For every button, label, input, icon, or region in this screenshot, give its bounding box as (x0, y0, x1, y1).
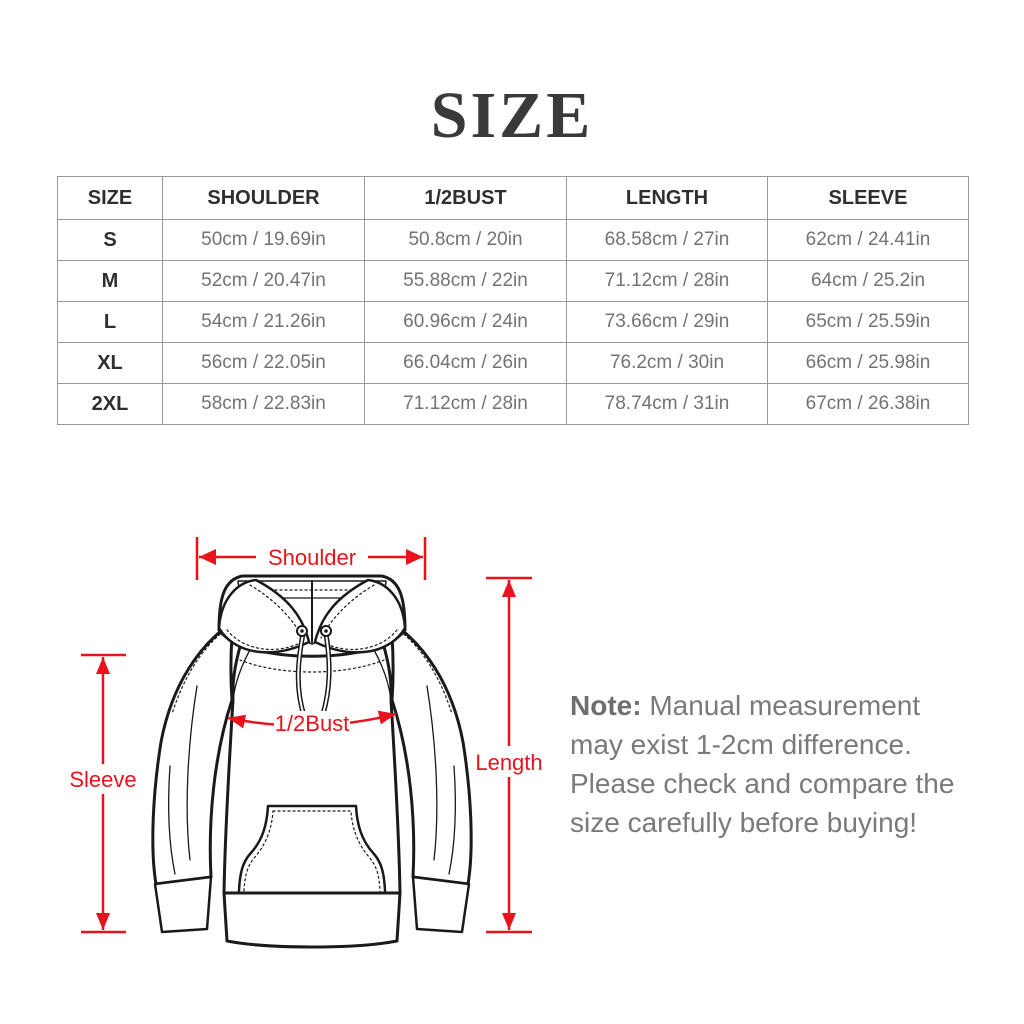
sleeve-annotation: Sleeve (69, 653, 137, 934)
left-sleeve (151, 620, 235, 886)
measurement-cell: 68.58cm / 27in (566, 219, 768, 261)
measurement-cell: 66.04cm / 26in (364, 342, 567, 384)
size-cell: 2XL (57, 383, 163, 425)
header-half-bust: 1/2BUST (364, 176, 567, 220)
sleeve-label: Sleeve (69, 767, 136, 792)
measurement-cell: 56cm / 22.05in (162, 342, 365, 384)
arrow-right-icon (377, 710, 396, 725)
measurement-cell: 78.74cm / 31in (566, 383, 768, 425)
measurement-cell: 62cm / 24.41in (767, 219, 969, 261)
table-header-row: SIZE SHOULDER 1/2BUST LENGTH SLEEVE (57, 176, 969, 220)
half-bust-annotation: 1/2Bust (227, 710, 397, 738)
measurement-cell: 64cm / 25.2in (767, 260, 969, 302)
measurement-cell: 60.96cm / 24in (364, 301, 567, 343)
measurement-cell: 71.12cm / 28in (566, 260, 768, 302)
arrow-up-icon (96, 657, 110, 674)
length-annotation: Length (475, 576, 543, 934)
measurement-cell: 50cm / 19.69in (162, 219, 365, 261)
measurement-cell: 52cm / 20.47in (162, 260, 365, 302)
right-cuff (411, 875, 471, 934)
hoodie-drawing (151, 574, 473, 949)
arrow-left-icon (199, 549, 216, 565)
length-label: Length (475, 750, 542, 775)
drawstrings (295, 631, 332, 719)
table-row: XL 56cm / 22.05in 66.04cm / 26in 76.2cm … (57, 342, 969, 384)
note-label: Note: (570, 690, 642, 721)
arrow-left-icon (228, 714, 247, 729)
measurement-cell: 71.12cm / 28in (364, 383, 567, 425)
measurement-cell: 65cm / 25.59in (767, 301, 969, 343)
measurement-cell: 54cm / 21.26in (162, 301, 365, 343)
arrow-down-icon (96, 913, 110, 930)
measurement-cell: 58cm / 22.83in (162, 383, 365, 425)
table-row: S 50cm / 19.69in 50.8cm / 20in 68.58cm /… (57, 219, 969, 261)
size-table: SIZE SHOULDER 1/2BUST LENGTH SLEEVE S 50… (57, 176, 969, 425)
measurement-cell: 55.88cm / 22in (364, 260, 567, 302)
waistband (222, 891, 402, 949)
eyelets (296, 625, 332, 637)
shoulder-annotation: Shoulder (195, 537, 427, 580)
arrow-right-icon (406, 549, 423, 565)
shoulder-label: Shoulder (268, 545, 356, 570)
note-body: Manual measurement may exist 1-2cm diffe… (570, 690, 955, 838)
left-cuff (153, 875, 213, 934)
measurement-cell: 76.2cm / 30in (566, 342, 768, 384)
half-bust-label: 1/2Bust (275, 711, 350, 736)
measurement-cell: 67cm / 26.38in (767, 383, 969, 425)
size-cell: M (57, 260, 163, 302)
size-cell: L (57, 301, 163, 343)
table-row: 2XL 58cm / 22.83in 71.12cm / 28in 78.74c… (57, 383, 969, 425)
collar-roll-right (313, 578, 407, 654)
arrow-up-icon (502, 580, 516, 597)
header-size: SIZE (57, 176, 163, 220)
table-row: M 52cm / 20.47in 55.88cm / 22in 71.12cm … (57, 260, 969, 302)
note-text: Note: Manual measurement may exist 1-2cm… (570, 686, 972, 842)
right-sleeve (389, 620, 473, 886)
page-title: SIZE (430, 79, 594, 152)
header-shoulder: SHOULDER (162, 176, 365, 220)
arrow-down-icon (502, 913, 516, 930)
table-row: L 54cm / 21.26in 60.96cm / 24in 73.66cm … (57, 301, 969, 343)
size-cell: S (57, 219, 163, 261)
header-sleeve: SLEEVE (767, 176, 969, 220)
collar-roll-left (217, 578, 311, 654)
